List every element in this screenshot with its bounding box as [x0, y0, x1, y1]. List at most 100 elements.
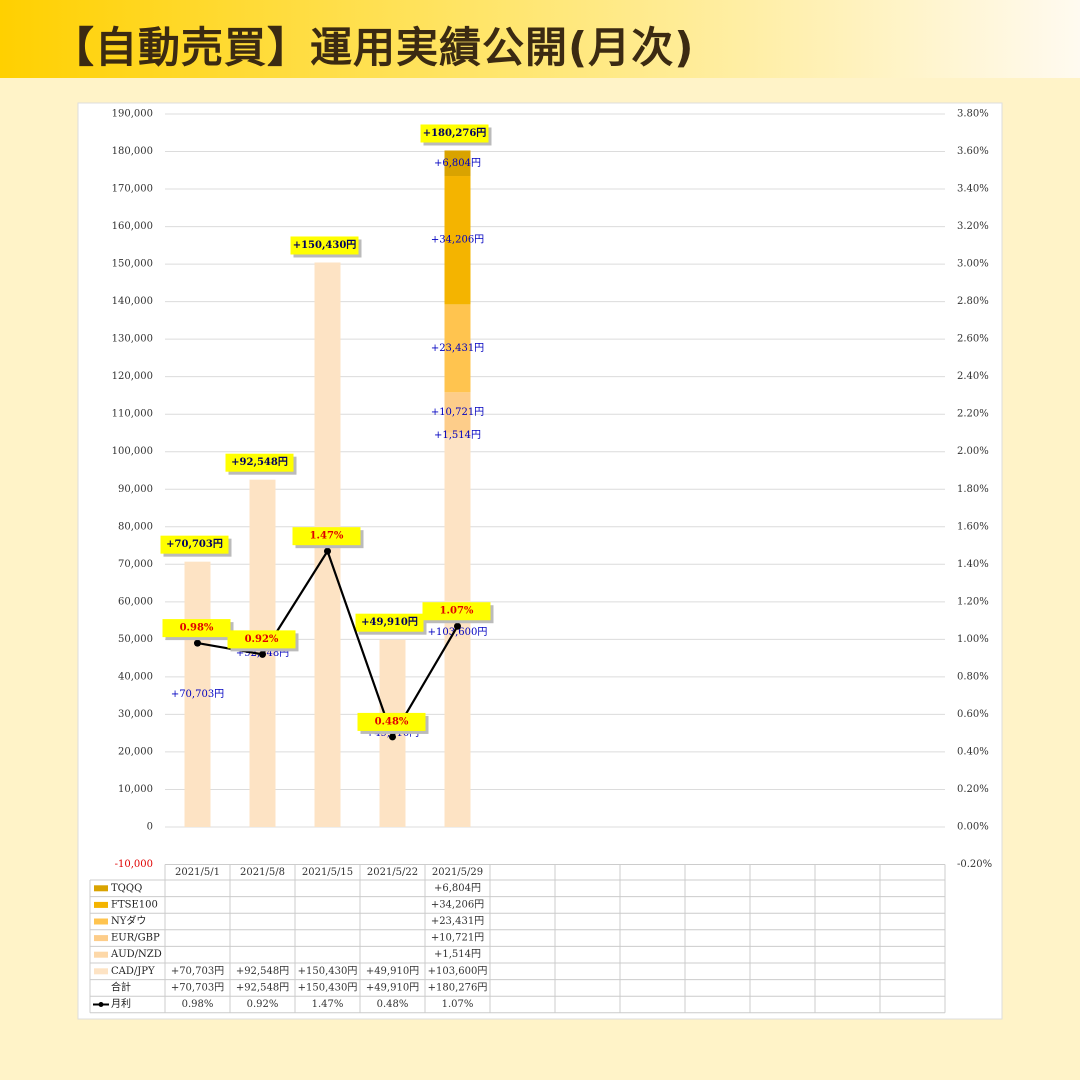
- y-tick-label: 170,000: [112, 184, 153, 195]
- y2-tick-label: 1.40%: [957, 559, 989, 570]
- y-tick-label: 30,000: [118, 709, 153, 720]
- table-cell: +70,703円: [171, 982, 224, 993]
- table-cell: 0.48%: [377, 999, 409, 1010]
- label-box: [422, 602, 491, 621]
- line-dot: [454, 622, 461, 630]
- label-box: [357, 712, 426, 731]
- y2-tick-label: 3.40%: [957, 184, 989, 195]
- table-cell: 1.47%: [312, 999, 344, 1010]
- segment-label: +23,431円: [431, 343, 484, 354]
- y2-tick-label: 2.60%: [957, 334, 989, 345]
- y-tick-label: 190,000: [112, 109, 153, 120]
- y-tick-label: 110,000: [112, 409, 153, 420]
- y2-tick-label: 2.40%: [957, 371, 989, 382]
- data-label: +49,910円: [361, 616, 418, 628]
- legend-entry: 月利: [111, 998, 131, 1010]
- table-cell: +34,206円: [431, 899, 484, 910]
- x-tick-label: 2021/5/1: [175, 867, 220, 878]
- y2-tick-label: 2.80%: [957, 296, 989, 307]
- line-dot: [194, 639, 201, 647]
- y-tick-label: 140,000: [112, 296, 153, 307]
- y2-tick-label: 1.80%: [957, 484, 989, 495]
- y2-tick-label: 3.20%: [957, 221, 989, 232]
- legend-entry: NYダウ: [111, 914, 146, 927]
- x-tick-label: 2021/5/29: [432, 867, 483, 878]
- y-tick-label: 180,000: [112, 146, 153, 157]
- y2-tick-label: 1.20%: [957, 596, 989, 607]
- bar-segment: [444, 392, 471, 433]
- data-label: 1.47%: [310, 531, 344, 542]
- segment-label: +6,804円: [434, 158, 481, 169]
- table-cell: +180,276円: [428, 982, 488, 993]
- table-cell: +92,548円: [236, 982, 289, 993]
- label-box: [160, 535, 229, 554]
- bar-segment: [184, 561, 211, 827]
- y2-tick-label: 0.60%: [957, 709, 989, 720]
- y-tick-label: 120,000: [112, 371, 153, 382]
- y-tick-label: 60,000: [118, 596, 153, 607]
- x-tick-label: 2021/5/8: [240, 867, 285, 878]
- label-box: [162, 619, 231, 638]
- table-cell: +103,600円: [428, 966, 488, 977]
- legend-entry: TQQQ: [111, 883, 142, 894]
- y-tick-label: 70,000: [118, 559, 153, 570]
- y2-tick-label: 1.00%: [957, 634, 989, 645]
- table-cell: +92,548円: [236, 966, 289, 977]
- segment-label: +103,600円: [428, 627, 488, 638]
- bar-segment: [444, 438, 471, 827]
- legend-entry: AUD/NZD: [110, 949, 162, 960]
- chart-panel: [77, 102, 1003, 1020]
- label-box: [420, 124, 489, 143]
- data-label: 1.07%: [440, 606, 474, 617]
- y2-tick-label: 0.00%: [957, 821, 989, 832]
- data-label: 0.92%: [245, 634, 279, 645]
- y2-tick-label: -0.20%: [957, 859, 992, 870]
- segment-label: +34,206円: [431, 235, 484, 246]
- legend-entry: CAD/JPY: [111, 966, 155, 977]
- y2-tick-label: 3.80%: [957, 109, 989, 120]
- y-tick-label: 40,000: [118, 671, 153, 682]
- y-tick-label: 0: [147, 821, 153, 832]
- y-tick-label: 10,000: [118, 784, 153, 795]
- legend-swatch: [94, 901, 108, 908]
- y2-tick-label: 1.60%: [957, 521, 989, 532]
- y-tick-label: -10,000: [115, 859, 153, 870]
- table-cell: +6,804円: [434, 883, 481, 894]
- header: 【自動売買】運用実績公開(月次): [0, 0, 1080, 78]
- y2-tick-label: 3.00%: [957, 259, 989, 270]
- data-label: 0.98%: [180, 623, 214, 634]
- table-cell: +70,703円: [171, 966, 224, 977]
- legend-entry: FTSE100: [111, 899, 158, 910]
- legend-swatch: [94, 885, 108, 892]
- y2-tick-label: 0.40%: [957, 746, 989, 757]
- data-label: 0.48%: [375, 716, 409, 727]
- y2-tick-label: 3.60%: [957, 146, 989, 157]
- segment-label: +70,703円: [171, 689, 224, 700]
- data-label: +92,548円: [231, 456, 288, 468]
- table-cell: 0.98%: [182, 999, 214, 1010]
- table-cell: 0.92%: [247, 999, 279, 1010]
- data-label: +70,703円: [166, 538, 223, 550]
- table-cell: +150,430円: [298, 966, 358, 977]
- table-cell: 1.07%: [442, 999, 474, 1010]
- data-label: +150,430円: [293, 239, 357, 251]
- y2-tick-label: 2.20%: [957, 409, 989, 420]
- bar-segment: [444, 176, 471, 305]
- y-tick-label: 50,000: [118, 634, 153, 645]
- x-tick-label: 2021/5/22: [367, 867, 418, 878]
- legend-dot: [98, 1002, 104, 1007]
- legend-swatch: [94, 951, 108, 958]
- y2-tick-label: 0.80%: [957, 671, 989, 682]
- label-box: [292, 527, 361, 546]
- y-tick-label: 150,000: [112, 259, 153, 270]
- segment-label: +10,721円: [431, 407, 484, 418]
- y-tick-label: 90,000: [118, 484, 153, 495]
- y2-tick-label: 2.00%: [957, 446, 989, 457]
- legend-swatch: [94, 968, 108, 975]
- legend-entry: 合計: [111, 980, 131, 993]
- data-label: +180,276円: [423, 127, 487, 139]
- bar-segment: [444, 304, 471, 393]
- label-box: [355, 613, 424, 632]
